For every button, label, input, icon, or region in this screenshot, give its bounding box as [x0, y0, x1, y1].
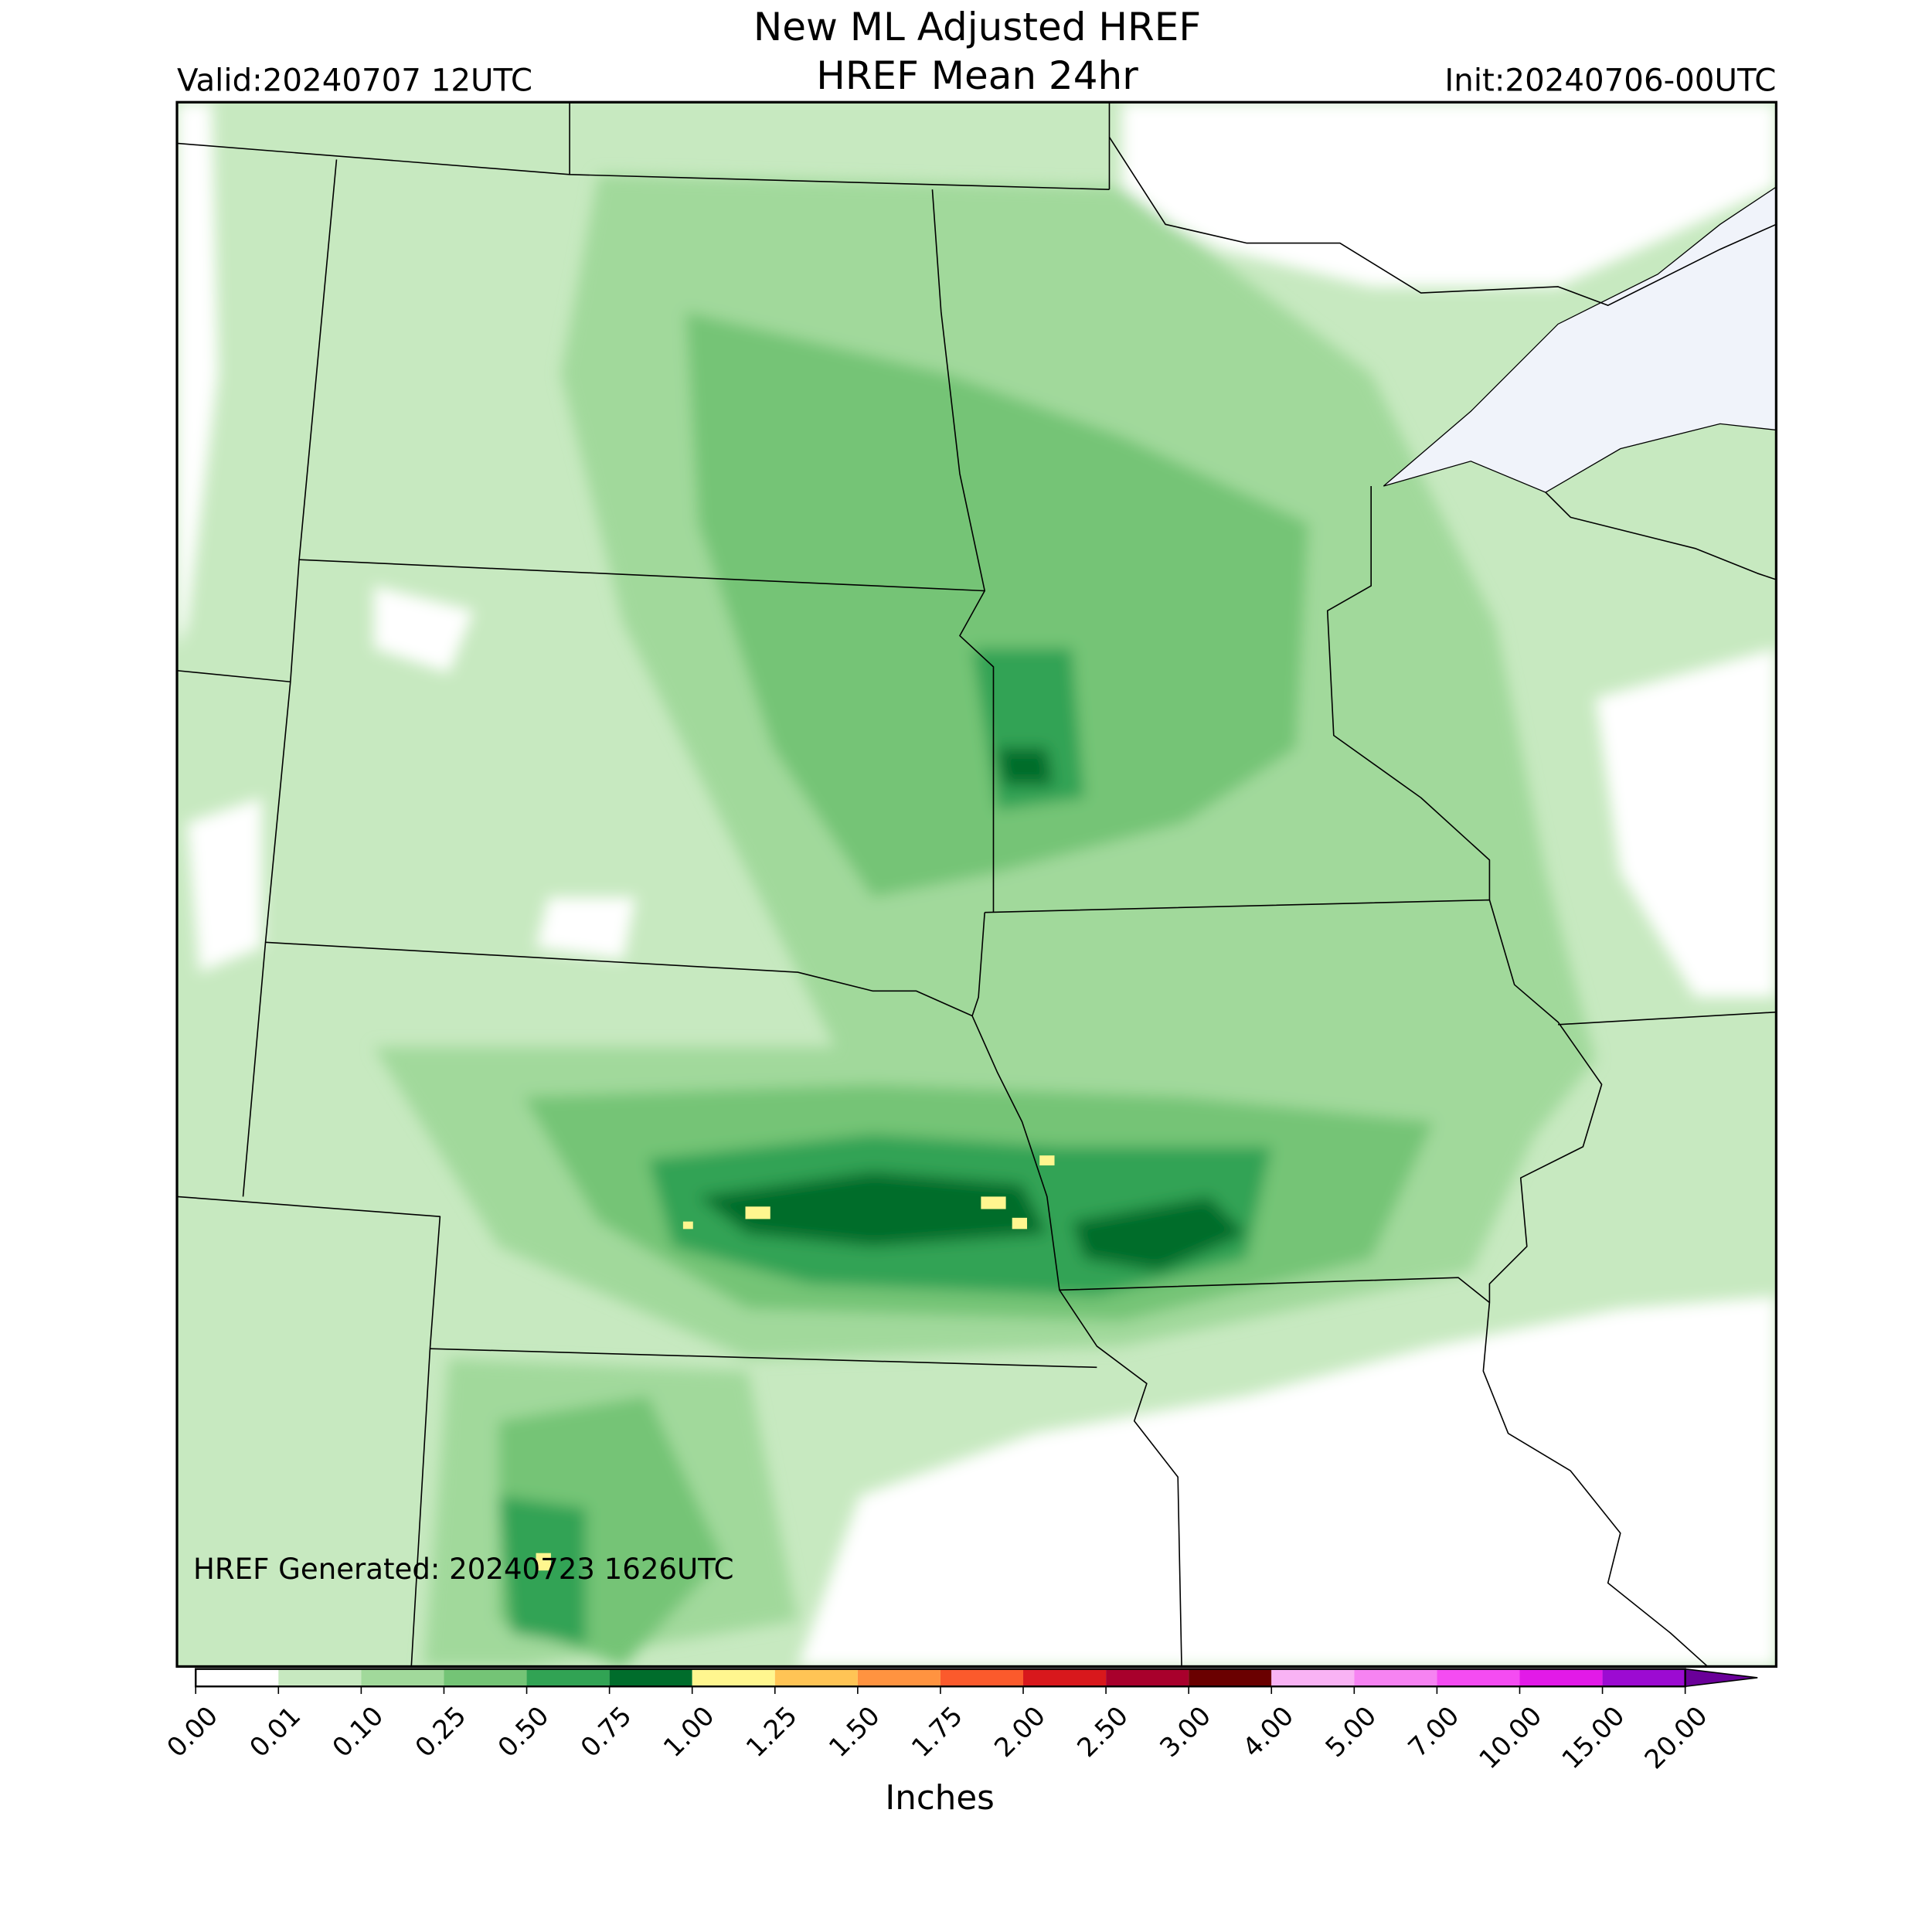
- colorbar-swatch: [196, 1668, 279, 1687]
- colorbar-tick-label: 15.00: [1556, 1700, 1631, 1774]
- borders: [177, 102, 1777, 1667]
- colorbar-label: Inches: [885, 1779, 994, 1818]
- colorbar-tick-label: 1.00: [658, 1700, 720, 1763]
- valid-time: Valid:20240707 12UTC: [177, 62, 532, 98]
- colorbar-tick-label: 0.75: [575, 1700, 638, 1763]
- generated-note: HREF Generated: 20240723 1626UTC: [193, 1553, 734, 1586]
- colorbar-swatch: [1106, 1668, 1189, 1687]
- colorbar-swatch: [1354, 1668, 1437, 1687]
- colorbar-swatch: [278, 1668, 362, 1687]
- colorbar-tick-label: 3.00: [1154, 1700, 1216, 1763]
- colorbar-extension: [1684, 1668, 1758, 1688]
- colorbar-swatch: [1023, 1668, 1107, 1687]
- colorbar-swatch: [1189, 1668, 1272, 1687]
- colorbar-swatch: [774, 1668, 858, 1687]
- colorbar-tick-label: 1.75: [906, 1700, 968, 1763]
- colorbar-tick-label: 0.01: [244, 1700, 307, 1763]
- init-time: Init:20240706-00UTC: [1444, 62, 1776, 98]
- colorbar-tick-label: 5.00: [1320, 1700, 1383, 1763]
- colorbar-tick-label: 2.00: [988, 1700, 1051, 1763]
- colorbar-swatch: [1271, 1668, 1355, 1687]
- title-line: New ML Adjusted HREF: [753, 5, 1201, 49]
- colorbar-swatch: [526, 1668, 610, 1687]
- colorbar-tick-label: 0.50: [492, 1700, 555, 1763]
- colorbar-tick-label: 20.00: [1639, 1700, 1713, 1774]
- colorbar-tick-label: 10.00: [1473, 1700, 1547, 1774]
- colorbar-tick-label: 1.25: [740, 1700, 803, 1763]
- colorbar-swatch: [1519, 1668, 1603, 1687]
- colorbar-swatch: [940, 1668, 1024, 1687]
- colorbar-swatch: [1437, 1668, 1520, 1687]
- colorbar-swatch: [692, 1668, 775, 1687]
- colorbar-tick-label: 0.25: [410, 1700, 472, 1763]
- colorbar-tick-label: 7.00: [1403, 1700, 1465, 1763]
- colorbar-tick-label: 0.00: [161, 1700, 223, 1763]
- colorbar-swatch: [609, 1668, 692, 1687]
- colorbar-swatch: [361, 1668, 444, 1687]
- colorbar-swatch: [444, 1668, 527, 1687]
- title-line: HREF Mean 24hr: [816, 53, 1138, 98]
- precip-field: HREF Generated: 20240723 1626UTC: [177, 102, 1777, 1667]
- colorbar-swatch: [857, 1668, 940, 1687]
- colorbar-tick-label: 0.10: [327, 1700, 389, 1763]
- colorbar-swatch: [1602, 1668, 1685, 1687]
- colorbar: 0.00 0.01 0.10 0.25 0.50 0.75 1.00 1.25 1.50 1.75…: [161, 1668, 1758, 1775]
- colorbar-tick-label: 1.50: [823, 1700, 886, 1763]
- map-frame: [175, 100, 1777, 1668]
- colorbar-tick-label: 4.00: [1236, 1700, 1299, 1763]
- colorbar-tick-label: 2.50: [1071, 1700, 1134, 1763]
